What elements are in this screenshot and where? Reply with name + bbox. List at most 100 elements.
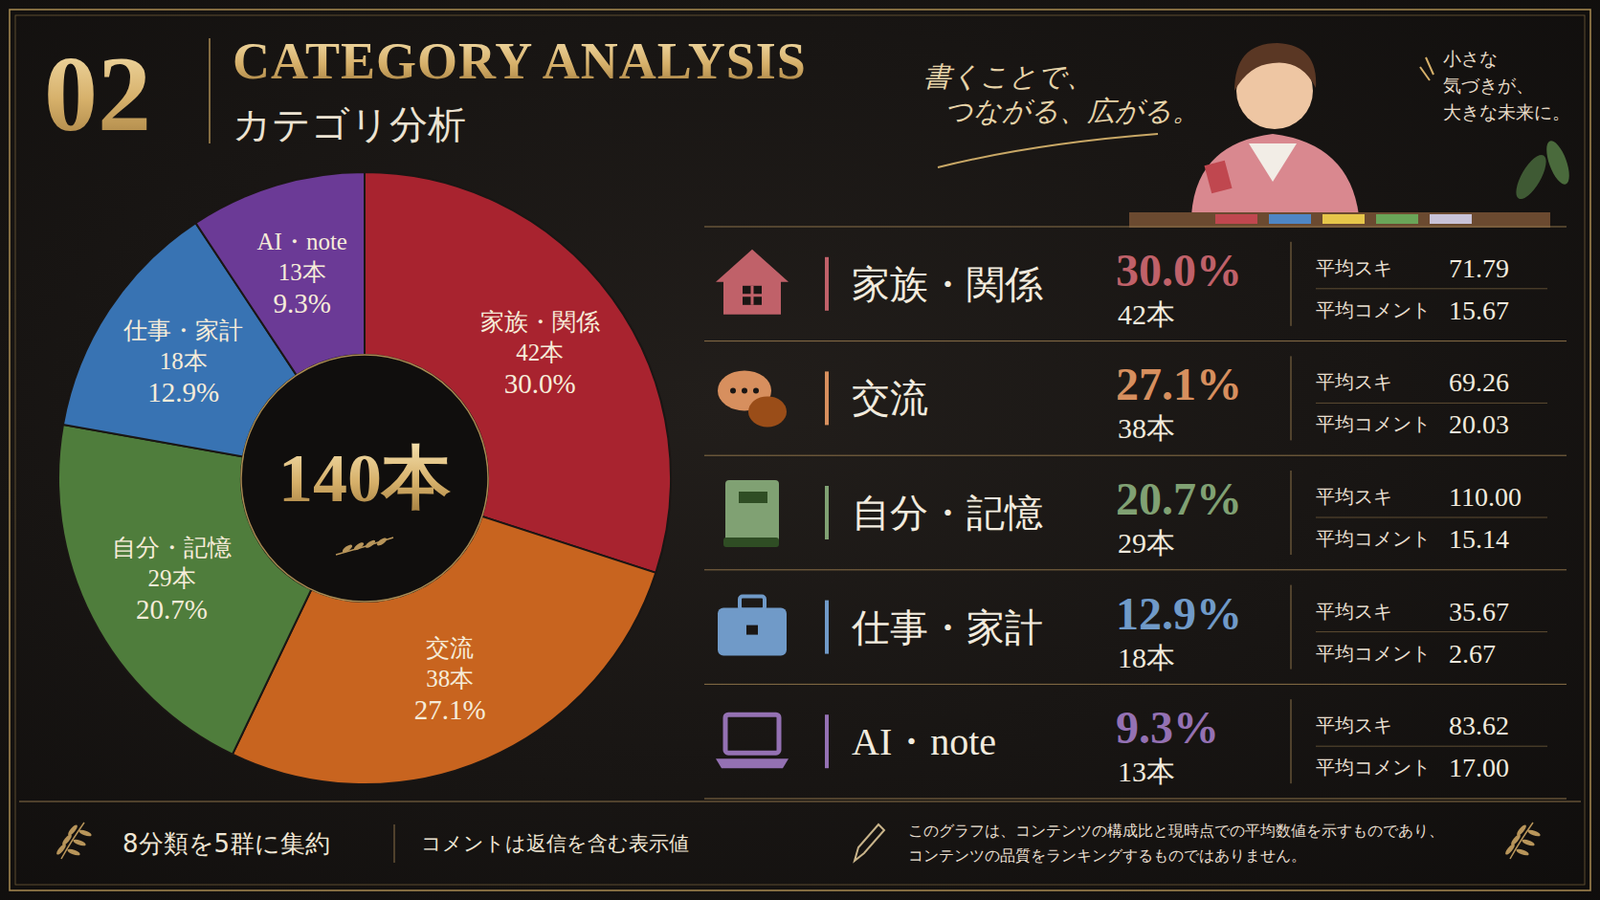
footer-note: コメントは返信を含む表示値 <box>421 832 689 856</box>
stat-label: 平均コメント <box>1315 755 1431 779</box>
pencil-icon <box>854 824 885 862</box>
laurel-leaf <box>1527 828 1542 838</box>
donut-labels: 家族・関係42本30.0%交流38本27.1%自分・記憶29本20.7%仕事・家… <box>111 228 600 726</box>
slice-category: 交流 <box>425 635 474 662</box>
slice-percent: 9.3% <box>273 288 332 319</box>
row-accent <box>824 257 829 312</box>
frame <box>9 9 1591 891</box>
leaf <box>1510 150 1552 203</box>
sprig-leaf <box>376 536 389 548</box>
row-percent: 30.0% <box>1115 244 1243 296</box>
tagline-swoosh <box>937 133 1158 168</box>
stat-likes: 35.67 <box>1448 597 1510 627</box>
laurel-leaf <box>1521 838 1536 847</box>
slice <box>195 172 365 376</box>
laurel-leaf <box>66 823 80 838</box>
sprig-leaf <box>353 541 366 553</box>
disclaimer: コンテンツの品質をランキングするものではありません。 <box>908 846 1307 866</box>
row-rule <box>704 684 1567 686</box>
sprig <box>335 536 394 556</box>
row-count: 13本 <box>1117 755 1176 788</box>
row-accent <box>824 714 829 769</box>
row-rule <box>704 455 1567 457</box>
row-divider <box>1290 699 1292 784</box>
slice-percent: 12.9% <box>147 377 220 408</box>
icon-screen <box>725 714 779 754</box>
center-total: 140本 <box>278 440 451 517</box>
laurel-leaf <box>72 838 88 847</box>
row-divider <box>1290 585 1292 670</box>
stat-label: 平均コメント <box>1315 412 1431 436</box>
icon-case <box>717 608 787 657</box>
row-percent: 12.9% <box>1115 588 1243 640</box>
row: 自分・記憶20.7%29本平均スキ110.00平均コメント15.14 <box>723 470 1548 559</box>
slice-percent: 27.1% <box>414 694 487 726</box>
background <box>0 0 1600 900</box>
row-divider <box>1290 355 1292 441</box>
row-percent: 9.3% <box>1115 702 1220 754</box>
laurel-leaf <box>66 847 82 857</box>
side-note-mark <box>1420 57 1434 81</box>
stat-likes: 71.79 <box>1448 253 1510 284</box>
icon-base <box>715 758 789 769</box>
stat-rule <box>1315 288 1548 289</box>
stat-label: 平均コメント <box>1315 642 1431 666</box>
illustration <box>1129 43 1575 228</box>
title: CATEGORY ANALYSIS <box>232 32 807 90</box>
row-percent: 20.7% <box>1115 473 1243 525</box>
row-category: 家族・関係 <box>851 263 1044 307</box>
slice-count: 13本 <box>278 259 327 286</box>
subtitle: カテゴリ分析 <box>232 102 467 147</box>
hair <box>1234 43 1316 91</box>
section-number: 02 <box>44 34 152 154</box>
row: AI・note9.3%13本平均スキ83.62平均コメント17.00 <box>715 699 1548 788</box>
held-card <box>1203 160 1232 195</box>
row-divider <box>1290 242 1292 327</box>
icon-window-bars <box>742 286 762 306</box>
icon-handle <box>739 597 765 611</box>
laurel <box>1504 822 1542 860</box>
card <box>1322 214 1365 224</box>
stat-label: 平均コメント <box>1315 527 1431 551</box>
stat-comments: 2.67 <box>1448 639 1496 669</box>
row: 仕事・家計12.9%18本平均スキ35.67平均コメント2.67 <box>717 585 1548 674</box>
icon-book-base <box>723 537 779 548</box>
laurel-leaf <box>1515 823 1529 838</box>
leaf <box>1541 137 1574 187</box>
row-rule <box>704 340 1567 342</box>
stat-label: 平均スキ <box>1315 370 1393 394</box>
side-note: 気づきが、 <box>1443 74 1534 96</box>
side-note: 小さな <box>1443 47 1498 69</box>
laurel-leaf <box>1515 847 1531 857</box>
laurel-leaf <box>1504 843 1517 857</box>
stat-rule <box>1315 631 1548 633</box>
stat-likes: 83.62 <box>1448 711 1510 741</box>
card <box>1376 214 1419 224</box>
card <box>1268 214 1312 224</box>
laurel <box>55 822 93 860</box>
slice-percent: 20.7% <box>135 594 208 625</box>
card <box>1215 214 1258 224</box>
row: 交流27.1%38本平均スキ69.26平均コメント20.03 <box>717 355 1548 445</box>
disclaimer: このグラフは、コンテンツの構成比と現時点での平均数値を示すものであり、 <box>908 822 1445 841</box>
slice-count: 29本 <box>148 565 197 592</box>
row-count: 38本 <box>1117 412 1176 445</box>
icon-clasp <box>746 625 758 636</box>
row-category: 自分・記憶 <box>851 491 1044 535</box>
icon-window <box>742 286 762 306</box>
laurel-leaf <box>78 828 93 838</box>
laurel-leaf <box>55 843 68 857</box>
row-category: 仕事・家計 <box>850 606 1044 650</box>
row-accent <box>824 371 829 425</box>
stat-label: 平均スキ <box>1315 485 1393 509</box>
slice-category: 仕事・家計 <box>122 317 244 344</box>
row-count: 29本 <box>1117 527 1176 559</box>
tagline: 書くことで、 <box>923 60 1094 93</box>
donut <box>58 172 671 785</box>
stat-label: 平均スキ <box>1315 600 1393 623</box>
row-category: 交流 <box>851 377 929 421</box>
sprig-leaf <box>341 543 355 555</box>
slice-count: 42本 <box>515 339 564 366</box>
slice-category: 家族・関係 <box>480 309 600 335</box>
slice-category: 自分・記憶 <box>111 534 232 561</box>
